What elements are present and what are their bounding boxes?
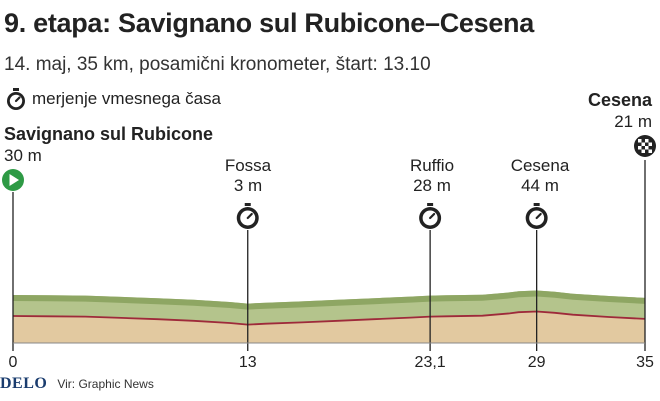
- page-subtitle: 14. maj, 35 km, posamični kronometer, št…: [4, 54, 431, 75]
- waypoint-name: Ruffio: [409, 156, 455, 175]
- finish-checker-square: [641, 142, 645, 146]
- legend: merjenje vmesnega časa: [4, 87, 221, 111]
- start-location-elevation: 30 m: [4, 146, 42, 165]
- finish-checker-square: [638, 146, 642, 150]
- finish-location-name: Cesena: [587, 90, 652, 110]
- finish-checker-square: [638, 139, 642, 143]
- finish-checker-square: [648, 142, 652, 146]
- waypoint-label-cesena: Cesena 44 m: [500, 156, 580, 196]
- start-icon: [2, 169, 24, 191]
- terrain-lower-band: [13, 311, 645, 343]
- stopwatch-hand: [535, 212, 542, 220]
- stopwatch-hand: [429, 212, 436, 220]
- stopwatch-hand: [246, 212, 253, 220]
- x-tick-label: 29: [528, 354, 546, 371]
- x-tick-label: 13: [239, 354, 257, 371]
- finish-flag-icon: [634, 135, 656, 157]
- stopwatch-icon: [525, 203, 548, 229]
- x-tick-label: 0: [9, 354, 18, 371]
- waypoint-name: Fossa: [224, 156, 272, 175]
- stopwatch-icon: [236, 203, 259, 229]
- stopwatch-crown: [533, 203, 540, 206]
- finish-checker-square: [645, 139, 649, 143]
- stopwatch-icon: [419, 203, 442, 229]
- waypoint-elevation: 44 m: [521, 176, 559, 195]
- start-location-name: Savignano sul Rubicone: [4, 124, 214, 144]
- brand-logo: DELO: [0, 375, 48, 392]
- waypoint-elevation: 3 m: [233, 176, 263, 195]
- finish-checker-square: [645, 146, 649, 150]
- waypoint-label-fossa: Fossa 3 m: [208, 156, 288, 196]
- x-tick-label: 23,1: [415, 354, 446, 371]
- waypoint-elevation: 28 m: [413, 176, 451, 195]
- stopwatch-crown: [427, 203, 434, 206]
- route-line: [12, 310, 646, 326]
- footer: DELO Vir: Graphic News: [0, 374, 154, 394]
- source-credit: Vir: Graphic News: [57, 377, 154, 391]
- page-title: 9. etapa: Savignano sul Rubicone–Cesena: [4, 8, 534, 38]
- finish-checker-square: [641, 149, 645, 153]
- finish-checker-square: [648, 149, 652, 153]
- waypoint-name: Cesena: [510, 156, 570, 175]
- start-icon-arrow: [9, 174, 19, 186]
- stopwatch-icon: [7, 88, 25, 110]
- x-tick-label: 35: [636, 354, 654, 371]
- terrain-top-strip: [13, 290, 645, 310]
- waypoint-label-ruffio: Ruffio 28 m: [392, 156, 472, 196]
- legend-label: merjenje vmesnega časa: [32, 89, 221, 108]
- finish-location-elevation: 21 m: [614, 112, 652, 131]
- stopwatch-crown: [244, 203, 251, 206]
